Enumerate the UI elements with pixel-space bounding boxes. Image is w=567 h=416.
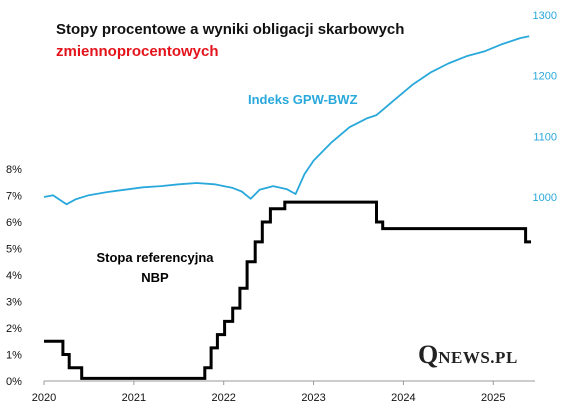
- chart-title: Stopy procentowe a wyniki obligacji skar…: [56, 21, 405, 38]
- label-stopa-referencyjna-line2: NBP: [141, 270, 169, 285]
- qnews-logo: Q NEWS.PL: [418, 340, 518, 374]
- series-line-stopa-referencyjna: [44, 200, 531, 380]
- y-left-tick-label-7: 7%: [6, 191, 22, 203]
- x-tick-label-2023: 2023: [301, 392, 325, 404]
- chart-series: [43, 35, 531, 380]
- y-left-tick-label-4: 4%: [6, 270, 22, 282]
- x-tick-label-2022: 2022: [211, 392, 235, 404]
- y-left-tick-label-1: 1%: [6, 350, 22, 362]
- y-left-tick-label-3: 3%: [6, 297, 22, 309]
- series-line-indeks-gpw-bwz: [43, 35, 530, 206]
- x-tick-label-2024: 2024: [391, 392, 415, 404]
- y-right-tick-label-1200: 1200: [533, 71, 557, 83]
- y-right-tick-label-1100: 1100: [533, 131, 557, 143]
- x-tick-label-2020: 2020: [32, 392, 56, 404]
- logo-text: NEWS.PL: [438, 348, 518, 367]
- x-tick-label-2021: 2021: [122, 392, 146, 404]
- chart-labels: Indeks GPW-BWZ Stopa referencyjna NBP: [96, 92, 357, 285]
- y-right-tick-label-1000: 1000: [533, 192, 557, 204]
- chart-subtitle: zmiennoprocentowych: [56, 43, 219, 60]
- logo-q: Q: [418, 340, 439, 369]
- y-left-tick-label-6: 6%: [6, 217, 22, 229]
- label-stopa-referencyjna-line1: Stopa referencyjna: [96, 250, 214, 265]
- y-left-tick-label-8: 8%: [6, 164, 22, 176]
- label-indeks-gpw-bwz: Indeks GPW-BWZ: [248, 92, 358, 107]
- y-right-tick-label-1300: 1300: [533, 10, 557, 22]
- x-tick-label-2025: 2025: [481, 392, 505, 404]
- y-left-tick-label-5: 5%: [6, 244, 22, 256]
- y-left-tick-label-0: 0%: [6, 376, 22, 388]
- chart-axes: 2020 2021 2022 2023 2024 2025 0% 1% 2% 3% 4% 5% 6% 7%…: [6, 10, 557, 404]
- y-left-tick-label-2: 2%: [6, 323, 22, 335]
